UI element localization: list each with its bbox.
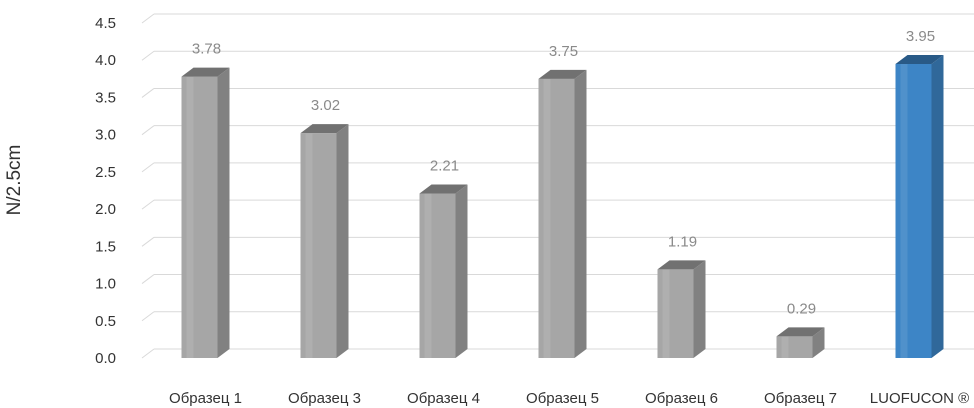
x-category-label: Образец 6	[645, 390, 718, 407]
grid-diagonal	[141, 13, 155, 24]
bar-side	[931, 54, 944, 358]
bar-group	[181, 67, 230, 358]
x-category-label: Образец 1	[169, 390, 242, 407]
category-labels: Образец 1 Образец 3 Образец 4 Образец 5 Обра…	[169, 390, 969, 407]
y-tick-label: 2.0	[95, 201, 116, 218]
bar-side	[455, 184, 468, 358]
x-category-label: Образец 5	[526, 390, 599, 407]
y-tick-label: 4.5	[95, 15, 116, 32]
bar-top	[657, 260, 706, 270]
y-tick-label: 0.0	[95, 350, 116, 367]
y-tick-label: 1.0	[95, 276, 116, 293]
bars-layer	[181, 54, 944, 358]
y-tick-label: 2.5	[95, 164, 116, 181]
bar-top	[300, 124, 349, 134]
bar-value-label: 3.02	[311, 97, 340, 114]
grid-diagonal	[141, 199, 155, 210]
bar-highlight	[662, 269, 670, 358]
y-axis-title: N/2.5cm	[4, 145, 25, 216]
bar-top	[419, 184, 468, 194]
bar-highlight	[186, 76, 194, 358]
bar-value-label: 3.95	[906, 28, 935, 45]
bar-value-label: 3.75	[549, 43, 578, 60]
grid-diagonal	[141, 50, 155, 61]
bar-group	[300, 124, 349, 358]
y-axis-ticks: 0.0 0.5 1.0 1.5 2.0 2.5 3.0 3.5 4.0 4.5	[95, 15, 116, 367]
bar-group	[538, 69, 587, 358]
bar-top	[538, 69, 587, 79]
bar-value-label: 3.78	[192, 41, 221, 58]
bar-highlight	[305, 133, 313, 358]
bar-side	[336, 124, 349, 358]
grid-diagonal	[141, 125, 155, 136]
bar-highlight	[781, 336, 789, 358]
bar-group	[419, 184, 468, 358]
bar-side	[574, 69, 587, 358]
bar-value-label: 0.29	[787, 300, 816, 317]
bar-value-label: 2.21	[430, 157, 459, 174]
bar-group	[895, 54, 944, 358]
bar-side	[217, 67, 230, 358]
bar-top	[776, 327, 825, 337]
bar-highlight	[900, 63, 908, 358]
x-category-label: Образец 7	[764, 390, 837, 407]
x-category-label: Образец 3	[288, 390, 361, 407]
x-category-label: Образец 4	[407, 390, 480, 407]
y-tick-label: 0.5	[95, 313, 116, 330]
y-tick-label: 3.0	[95, 127, 116, 144]
y-tick-label: 1.5	[95, 238, 116, 255]
bar-group	[657, 260, 706, 358]
y-tick-label: 3.5	[95, 89, 116, 106]
grid-diagonal	[141, 162, 155, 173]
grid-diagonal	[141, 88, 155, 98]
bar-top	[181, 67, 230, 77]
bar-side	[812, 327, 825, 358]
bar-top	[895, 54, 944, 64]
grid-diagonal	[141, 311, 155, 322]
bar-highlight	[424, 193, 432, 358]
bar-highlight	[543, 78, 551, 358]
value-labels: 3.78 3.02 2.21 3.75 1.19 0.29 3.95	[192, 28, 935, 317]
grid-diagonal	[141, 236, 155, 247]
x-category-label: LUOFUCON ®	[870, 390, 969, 407]
grid-diagonal	[141, 348, 155, 359]
bar-group	[776, 327, 825, 358]
bar-side	[693, 260, 706, 358]
bar-value-label: 1.19	[668, 233, 697, 250]
grid-diagonal	[141, 274, 155, 284]
y-tick-label: 4.0	[95, 52, 116, 69]
